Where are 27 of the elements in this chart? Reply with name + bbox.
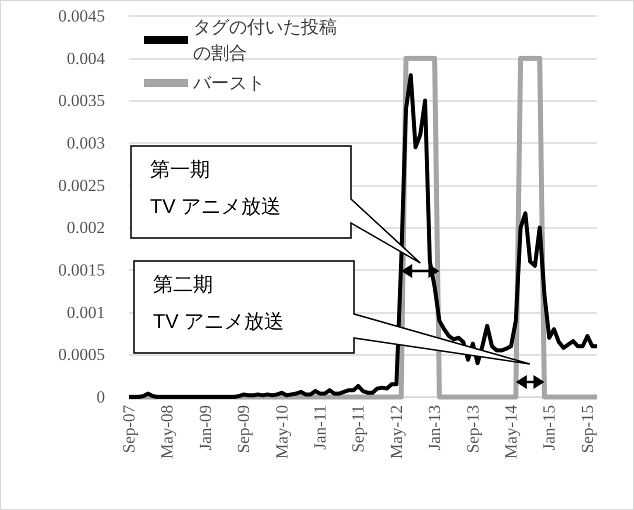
x-tick-label: Sep-13	[463, 405, 482, 454]
annotation: 第二期 TV アニメ放送	[153, 274, 284, 333]
x-tick-label: May-14	[502, 404, 521, 459]
x-tick-label: May-10	[272, 405, 292, 459]
y-tick-label: 0.004	[66, 48, 106, 68]
x-tick-label: Jan-13	[425, 405, 444, 450]
legend-label: タグの付いた投稿の割合	[193, 17, 337, 63]
y-tick-label: 0.001	[66, 302, 105, 322]
x-tick-label: Jan-09	[196, 405, 215, 450]
x-tick-label: May-08	[158, 405, 177, 459]
y-tick-label: 0.0015	[58, 260, 105, 280]
x-tick-label: Sep-09	[234, 405, 254, 454]
y-tick-label: 0.0035	[58, 91, 105, 110]
x-tick-label: Jan-15	[540, 405, 559, 450]
y-tick-label: 0	[96, 388, 105, 406]
y-tick-label: 0.0045	[58, 6, 105, 26]
y-tick-label: 0.003	[66, 134, 105, 152]
x-tick-label: May-12	[386, 405, 406, 459]
y-tick-label: 0.002	[66, 218, 105, 238]
x-tick-label: Jan-11	[310, 405, 330, 450]
x-tick-label: Sep-15	[578, 405, 597, 454]
legend-label: バースト	[192, 73, 265, 93]
y-tick-label: 0.0005	[58, 345, 105, 364]
x-tick-label: Sep-11	[348, 405, 368, 453]
x-tick-label: Sep-07	[120, 404, 138, 454]
y-tick-label: 0.0025	[58, 176, 105, 195]
annotation: 第一期 TV アニメ放送	[150, 159, 282, 218]
